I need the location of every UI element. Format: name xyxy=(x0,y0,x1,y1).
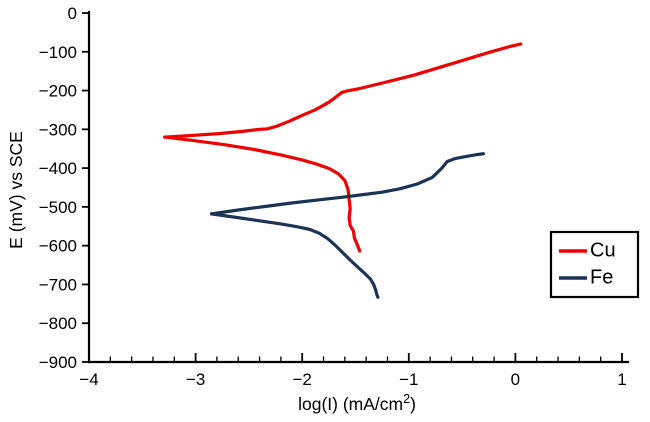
legend-box xyxy=(549,230,640,299)
x-tick-label: −4 xyxy=(79,370,98,389)
x-axis-title-superscript: 2 xyxy=(403,392,410,406)
y-axis-ticks: 0 −100 −200 −300 −400 −500 −600 −700 −800 −900 xyxy=(39,4,89,372)
x-tick-label: 0 xyxy=(511,370,520,389)
y-tick-label: −400 xyxy=(39,159,77,178)
y-axis-title: E (mV) vs SCE xyxy=(6,131,26,249)
y-tick-label: −900 xyxy=(39,353,77,372)
y-tick-label: −800 xyxy=(39,314,77,333)
y-tick-label: 0 xyxy=(68,4,77,23)
axis-spines xyxy=(87,10,630,364)
series-fe-cathodic xyxy=(209,212,380,299)
data-series-group xyxy=(163,42,523,299)
x-axis-title-tail: ) xyxy=(410,394,416,414)
x-axis-title: log(I) (mA/cm2) xyxy=(298,392,416,414)
legend-label-cu: Cu xyxy=(590,239,616,261)
x-tick-label: −1 xyxy=(399,370,418,389)
x-tick-label: −2 xyxy=(293,370,312,389)
legend-label-fe: Fe xyxy=(590,266,613,288)
series-cu-cathodic xyxy=(163,135,362,253)
x-axis-ticks: −4 −3 −2 −1 0 1 xyxy=(79,353,627,389)
y-tick-label: −100 xyxy=(39,43,77,62)
x-tick-label: 1 xyxy=(617,370,626,389)
y-tick-label: −600 xyxy=(39,237,77,256)
legend[interactable]: Cu Fe xyxy=(549,230,640,299)
y-tick-label: −200 xyxy=(39,82,77,101)
y-axis-title-text: E (mV) vs SCE xyxy=(6,131,26,249)
y-tick-label: −300 xyxy=(39,120,77,139)
x-axis-title-base: log(I) (mA/cm xyxy=(298,394,403,414)
y-tick-label: −500 xyxy=(39,198,77,217)
series-cu-anodic xyxy=(163,42,523,139)
y-tick-label: −700 xyxy=(39,275,77,294)
series-fe-anodic xyxy=(209,152,486,216)
x-tick-label: −3 xyxy=(186,370,205,389)
x-axis-title-text: log(I) (mA/cm2) xyxy=(298,392,416,414)
